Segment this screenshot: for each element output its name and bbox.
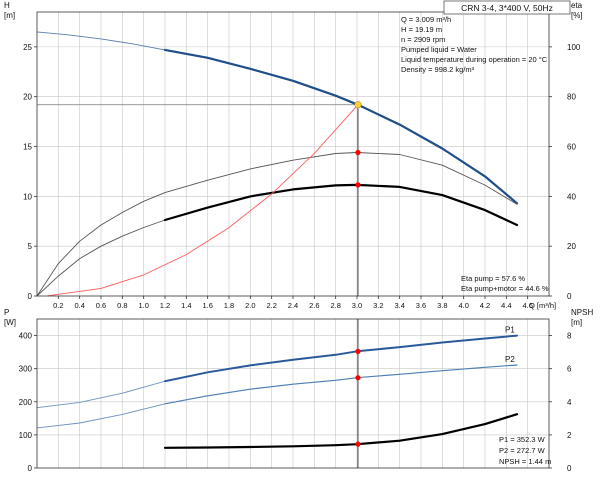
y2-tick-label-0-3: 60 [567, 143, 576, 152]
operating-point-0-1 [355, 149, 361, 156]
x-tick-label-13: 2.8 [330, 301, 340, 310]
operating-point-1-2 [355, 441, 361, 447]
x-tick-label-0: 0.2 [53, 301, 63, 310]
eta-info: Eta pump = 57.6 % Eta pump+motor = 44.6 … [461, 274, 549, 293]
x-tick-label-8: 1.8 [224, 301, 234, 310]
y-axis-label-top-0: H [4, 1, 10, 10]
p2-readout: P2 = 272.7 W [499, 446, 546, 455]
y-tick-label-0-5: 25 [23, 43, 32, 52]
y2-axis-label-bottom-0: NPSH [571, 308, 593, 317]
y-tick-label-0-4: 20 [23, 93, 32, 102]
series-layer [36, 31, 519, 449]
x-axis-label: Q [m³/h] [529, 301, 556, 310]
pump-label: CRN 3-4, 3*400 V, 50Hz [461, 3, 553, 13]
frame-layer [34, 11, 552, 469]
x-tick-label-16: 3.4 [394, 301, 404, 310]
x-tick-label-22: 4.6 [522, 301, 532, 310]
duty-info-density: Density = 998.2 kg/m³ [401, 65, 475, 74]
x-tick-label-15: 3.2 [373, 301, 383, 310]
operating-point-1-1 [355, 375, 361, 381]
duty-info: Q = 3.009 m³/h H = 19.19 m n = 2909 rpm … [401, 15, 548, 74]
x-tick-label-11: 2.4 [288, 301, 298, 310]
y-axis-label-bottom-1: [W] [4, 318, 16, 327]
grid-layer [37, 12, 549, 468]
y-tick-label-0-2: 10 [23, 192, 32, 201]
duty-info-speed: n = 2909 rpm [401, 35, 445, 44]
series-line-1-2 [36, 403, 166, 429]
x-tick-label-7: 1.6 [202, 301, 212, 310]
y-tick-label-1-0: 0 [28, 464, 33, 473]
y2-tick-label-1-3: 6 [567, 365, 572, 374]
y2-tick-label-1-2: 4 [567, 398, 572, 407]
eta-pump-motor-readout: Eta pump+motor = 44.6 % [461, 284, 549, 293]
label-layer: 0 5 10 15 20 25 0 20 40 60 80 100 0 100 200 300 400 0 2 4 6 8… [4, 1, 593, 473]
y-tick-label-1-3: 300 [19, 365, 33, 374]
x-tick-label-6: 1.4 [181, 301, 191, 310]
y-axis-label-bottom-0: P [4, 308, 9, 317]
duty-info-flow: Q = 3.009 m³/h [401, 15, 451, 24]
y2-tick-label-0-4: 80 [567, 93, 576, 102]
x-tick-label-20: 4.2 [480, 301, 490, 310]
operating-point-1-0 [355, 348, 361, 354]
x-tick-label-18: 3.8 [437, 301, 447, 310]
plot-frame-1 [36, 318, 550, 469]
marker-layer [354, 101, 362, 447]
series-line-1-3 [164, 364, 518, 405]
y-tick-label-1-4: 400 [19, 332, 33, 341]
x-tick-label-14: 3.0 [352, 301, 362, 310]
duty-point-0-0 [354, 101, 362, 109]
series-line-0-4 [36, 219, 166, 297]
series-line-0-2 [36, 192, 166, 297]
series-line-1-1 [164, 334, 518, 383]
y2-axis-label-top-1: [%] [571, 11, 583, 20]
p1-readout: P1 = 352.3 W [499, 435, 546, 444]
y-tick-label-1-1: 100 [19, 431, 33, 440]
duty-info-head: H = 19.19 m [401, 25, 442, 34]
series-line-0-6 [47, 104, 359, 297]
series-line-0-0 [36, 31, 166, 51]
duty-info-liquid: Pumped liquid = Water [401, 45, 477, 54]
series-line-0-1 [163, 48, 519, 205]
power-info: P1 = 352.3 W P2 = 272.7 W NPSH = 1.44 m [499, 435, 551, 466]
x-tick-label-19: 4.0 [458, 301, 468, 310]
y2-axis-label-bottom-1: [m] [571, 318, 582, 327]
x-tick-label-17: 3.6 [416, 301, 426, 310]
x-tick-label-21: 4.4 [501, 301, 511, 310]
y2-tick-label-1-1: 2 [567, 431, 572, 440]
pump-label-box [443, 0, 571, 15]
x-tick-label-10: 2.2 [266, 301, 276, 310]
y-tick-label-0-1: 5 [28, 242, 33, 251]
eta-pump-readout: Eta pump = 57.6 % [461, 274, 525, 283]
y-tick-label-0-0: 0 [28, 292, 33, 301]
y2-axis-label-top-0: eta [571, 1, 583, 10]
series-line-1-4 [163, 413, 519, 449]
operating-point-0-2 [355, 182, 361, 188]
x-tick-label-12: 2.6 [309, 301, 319, 310]
series-line-1-0 [36, 380, 166, 409]
npsh-readout: NPSH = 1.44 m [499, 457, 551, 466]
series-label-p2: P2 [505, 355, 515, 364]
y2-tick-label-0-2: 40 [567, 192, 576, 201]
series-label-p1: P1 [505, 326, 515, 335]
guide-layer [37, 104, 359, 468]
y2-tick-label-0-1: 20 [567, 242, 576, 251]
y-tick-label-0-3: 15 [23, 143, 32, 152]
y2-tick-label-1-4: 8 [567, 332, 572, 341]
x-tick-label-9: 2.0 [245, 301, 255, 310]
y2-tick-label-0-0: 0 [567, 292, 572, 301]
series-line-0-3 [164, 152, 518, 205]
y2-tick-label-1-0: 0 [567, 464, 572, 473]
y2-tick-label-0-5: 100 [567, 43, 581, 52]
x-tick-label-4: 1.0 [138, 301, 148, 310]
duty-info-temperature: Liquid temperature during operation = 20… [401, 55, 548, 64]
x-tick-label-3: 0.8 [117, 301, 127, 310]
series-line-0-5 [163, 183, 519, 227]
x-tick-label-5: 1.2 [160, 301, 170, 310]
y-axis-label-top-1: [m] [4, 11, 15, 20]
y-tick-label-1-2: 200 [19, 398, 33, 407]
x-tick-label-1: 0.4 [74, 301, 84, 310]
x-tick-label-2: 0.6 [96, 301, 106, 310]
